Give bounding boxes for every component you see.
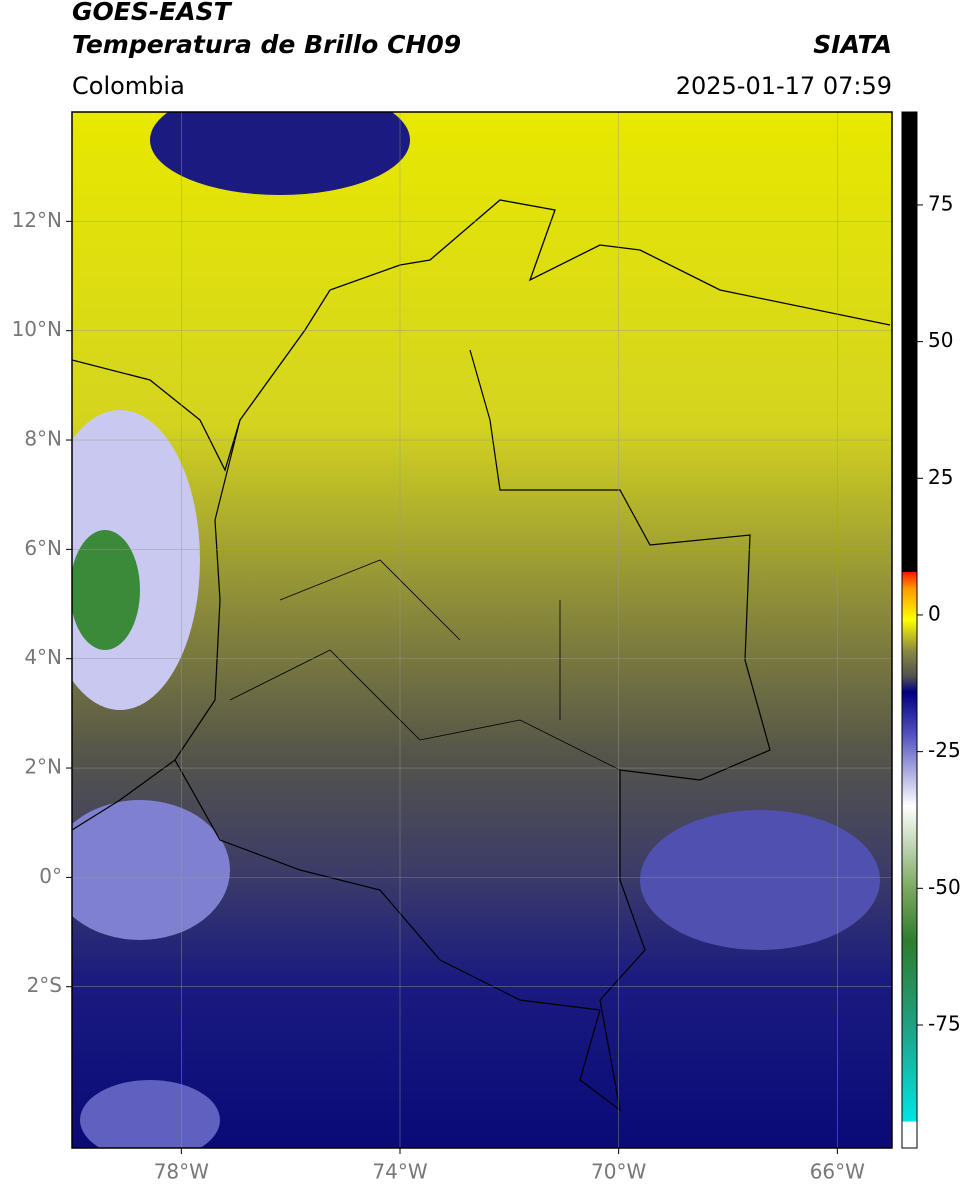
y-tick-label: 4°N <box>24 645 62 669</box>
y-tick-label: 0° <box>39 864 62 888</box>
y-tick-label: 12°N <box>12 208 62 232</box>
subtitle: Temperatura de Brillo CH09 <box>72 30 461 59</box>
x-tick-label: 78°W <box>154 1160 209 1184</box>
x-tick-label: 74°W <box>372 1160 427 1184</box>
map-image <box>72 112 892 1148</box>
colorbar-tick-label: -50 <box>928 875 961 899</box>
source: SIATA <box>813 30 892 59</box>
colorbar-tick-label: -75 <box>928 1011 961 1035</box>
x-tick-label: 70°W <box>591 1160 646 1184</box>
y-tick-label: 10°N <box>12 317 62 341</box>
colorbar <box>901 111 918 1149</box>
x-tick-label: 66°W <box>810 1160 865 1184</box>
colorbar-tick-label: 0 <box>928 601 941 625</box>
y-tick-label: 2°N <box>24 755 62 779</box>
y-tick-label: 8°N <box>24 427 62 451</box>
y-tick-label: 6°N <box>24 536 62 560</box>
region: Colombia <box>72 72 185 100</box>
colorbar-tick-label: 75 <box>928 191 953 215</box>
title: GOES-EAST <box>72 0 233 26</box>
y-tick-label: 2°S <box>27 973 62 997</box>
datetime: 2025-01-17 07:59 <box>676 72 892 100</box>
colorbar-tick-label: 25 <box>928 465 953 489</box>
colorbar-tick-label: 50 <box>928 328 953 352</box>
colorbar-tick-label: -25 <box>928 738 961 762</box>
map-frame <box>71 111 893 1149</box>
